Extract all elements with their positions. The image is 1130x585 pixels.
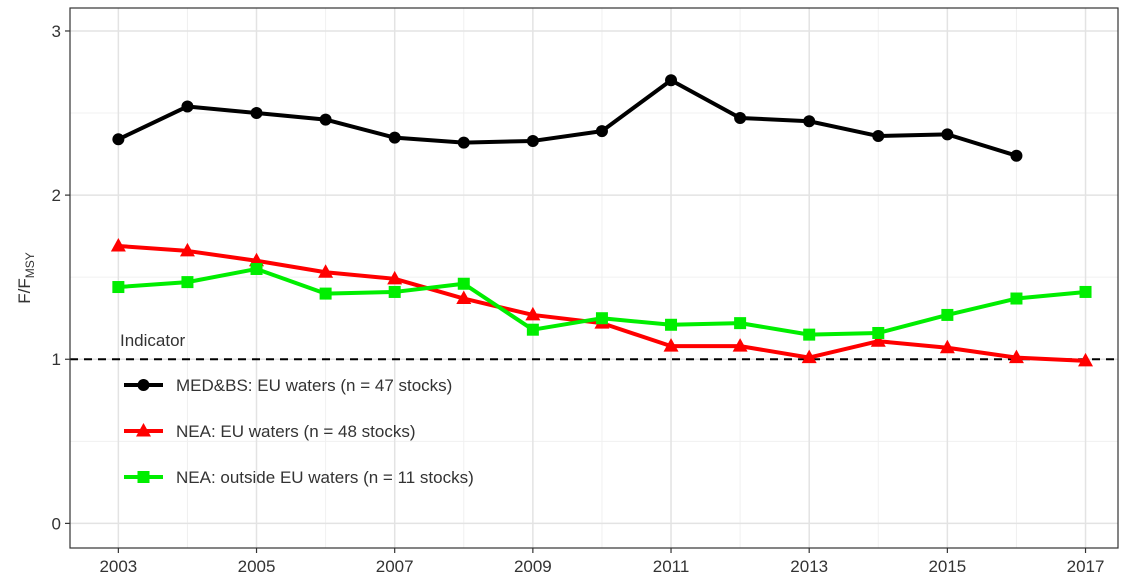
data-point [319,287,332,300]
y-axis-label: F/FMSY [15,252,37,304]
data-point [872,326,885,339]
data-point [870,333,886,347]
y-label-sub: MSY [23,252,37,278]
data-point [388,131,401,144]
data-point [1008,349,1024,364]
data-point [941,308,954,321]
data-point [872,130,885,143]
data-point [250,107,263,120]
data-point [1078,352,1094,367]
data-point [319,113,332,126]
data-point [526,323,539,336]
x-tick-label: 2005 [238,557,276,576]
y-label-main: F/F [15,278,34,304]
data-point [663,338,679,352]
data-point [456,290,472,305]
data-point [457,277,470,290]
y-tick-label: 1 [52,350,61,369]
x-tick-label: 2009 [514,557,552,576]
x-tick-label: 2013 [790,557,828,576]
data-point [1079,285,1092,298]
x-tick-label: 2011 [653,557,690,576]
series-line [117,78,1018,158]
data-point [734,111,747,124]
data-point [1010,292,1023,305]
x-tick-label: 2003 [99,557,137,576]
data-point [318,264,334,278]
x-tick-label: 2015 [928,557,966,576]
legend-label: NEA: outside EU waters (n = 11 stocks) [176,468,474,487]
data-point [388,285,401,298]
data-point [595,125,608,138]
legend-marker [136,423,151,437]
data-point [249,252,265,267]
legend-label: MED&BS: EU waters (n = 47 stocks) [176,376,452,395]
data-point [110,237,126,252]
data-point [803,328,816,341]
data-point [939,339,955,354]
y-tick-label: 0 [52,514,61,533]
data-point [526,134,539,147]
x-tick-label: 2007 [376,557,414,576]
data-point [457,136,470,149]
legend-marker [137,471,150,483]
y-tick-label: 3 [52,22,61,41]
data-point [525,306,541,321]
plot-border [69,7,1119,549]
data-point [732,338,748,352]
data-point [595,312,608,325]
legend-marker [137,379,150,391]
legend-label: NEA: EU waters (n = 48 stocks) [176,422,416,441]
data-point [112,281,125,294]
data-point [803,115,816,128]
data-point [181,100,194,113]
y-tick-label: 2 [52,186,61,205]
data-point [112,133,125,146]
data-point [665,74,678,87]
data-point [941,128,954,141]
data-point [734,317,747,330]
data-point [250,262,263,275]
data-point [181,276,194,289]
legend-title: Indicator [120,331,186,350]
data-point [1010,149,1023,162]
x-tick-label: 2017 [1067,557,1105,576]
data-point [801,349,817,364]
data-point [665,318,678,331]
data-point [387,270,403,285]
data-point [179,242,195,257]
